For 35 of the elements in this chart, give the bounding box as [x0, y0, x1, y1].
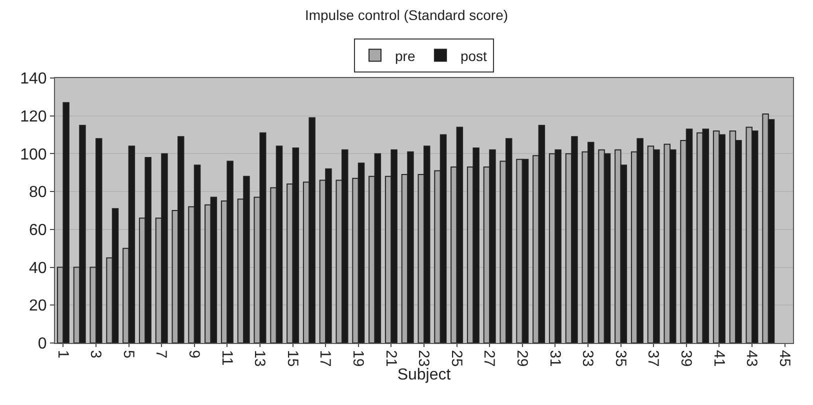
x-axis-title: Subject	[397, 366, 452, 384]
x-tick-label: 43	[743, 350, 760, 367]
y-tick-label: 80	[29, 184, 47, 202]
x-tick-label: 21	[382, 350, 400, 367]
y-tick-label: 120	[20, 108, 47, 126]
x-tick-label: 37	[644, 350, 662, 367]
y-tick-label: 20	[29, 298, 47, 315]
y-tick-label: 40	[29, 260, 47, 277]
y-tick-label: 60	[29, 222, 47, 240]
x-tick-label: 19	[350, 350, 367, 367]
y-tick-label: 0	[38, 336, 47, 353]
x-tick-label: 7	[152, 350, 170, 358]
x-tick-label: 15	[284, 350, 301, 367]
legend-label: post	[460, 48, 488, 64]
x-tick-label: 13	[251, 350, 268, 367]
x-tick-label: 11	[218, 350, 236, 366]
y-tick-label: 100	[20, 146, 47, 164]
x-tick-label: 1	[54, 350, 72, 358]
x-tick-label: 35	[612, 350, 629, 367]
x-tick-label: 39	[678, 350, 695, 367]
y-tick-label: 140	[20, 70, 47, 88]
x-tick-label: 5	[120, 350, 137, 358]
x-tick-label: 9	[186, 350, 203, 358]
x-tick-label: 33	[579, 350, 596, 367]
x-tick-label: 29	[514, 350, 531, 367]
chart-title: Impulse control (Standard score)	[304, 6, 508, 23]
legend-label: pre	[395, 48, 416, 64]
x-tick-label: 41	[710, 350, 728, 367]
x-tick-label: 27	[480, 350, 498, 367]
x-tick-label: 3	[87, 350, 104, 358]
x-tick-label: 45	[776, 350, 793, 367]
x-tick-label: 17	[316, 350, 334, 367]
x-tick-label: 25	[448, 350, 465, 367]
x-tick-label: 31	[546, 350, 564, 367]
x-tick-label: 23	[415, 350, 432, 367]
